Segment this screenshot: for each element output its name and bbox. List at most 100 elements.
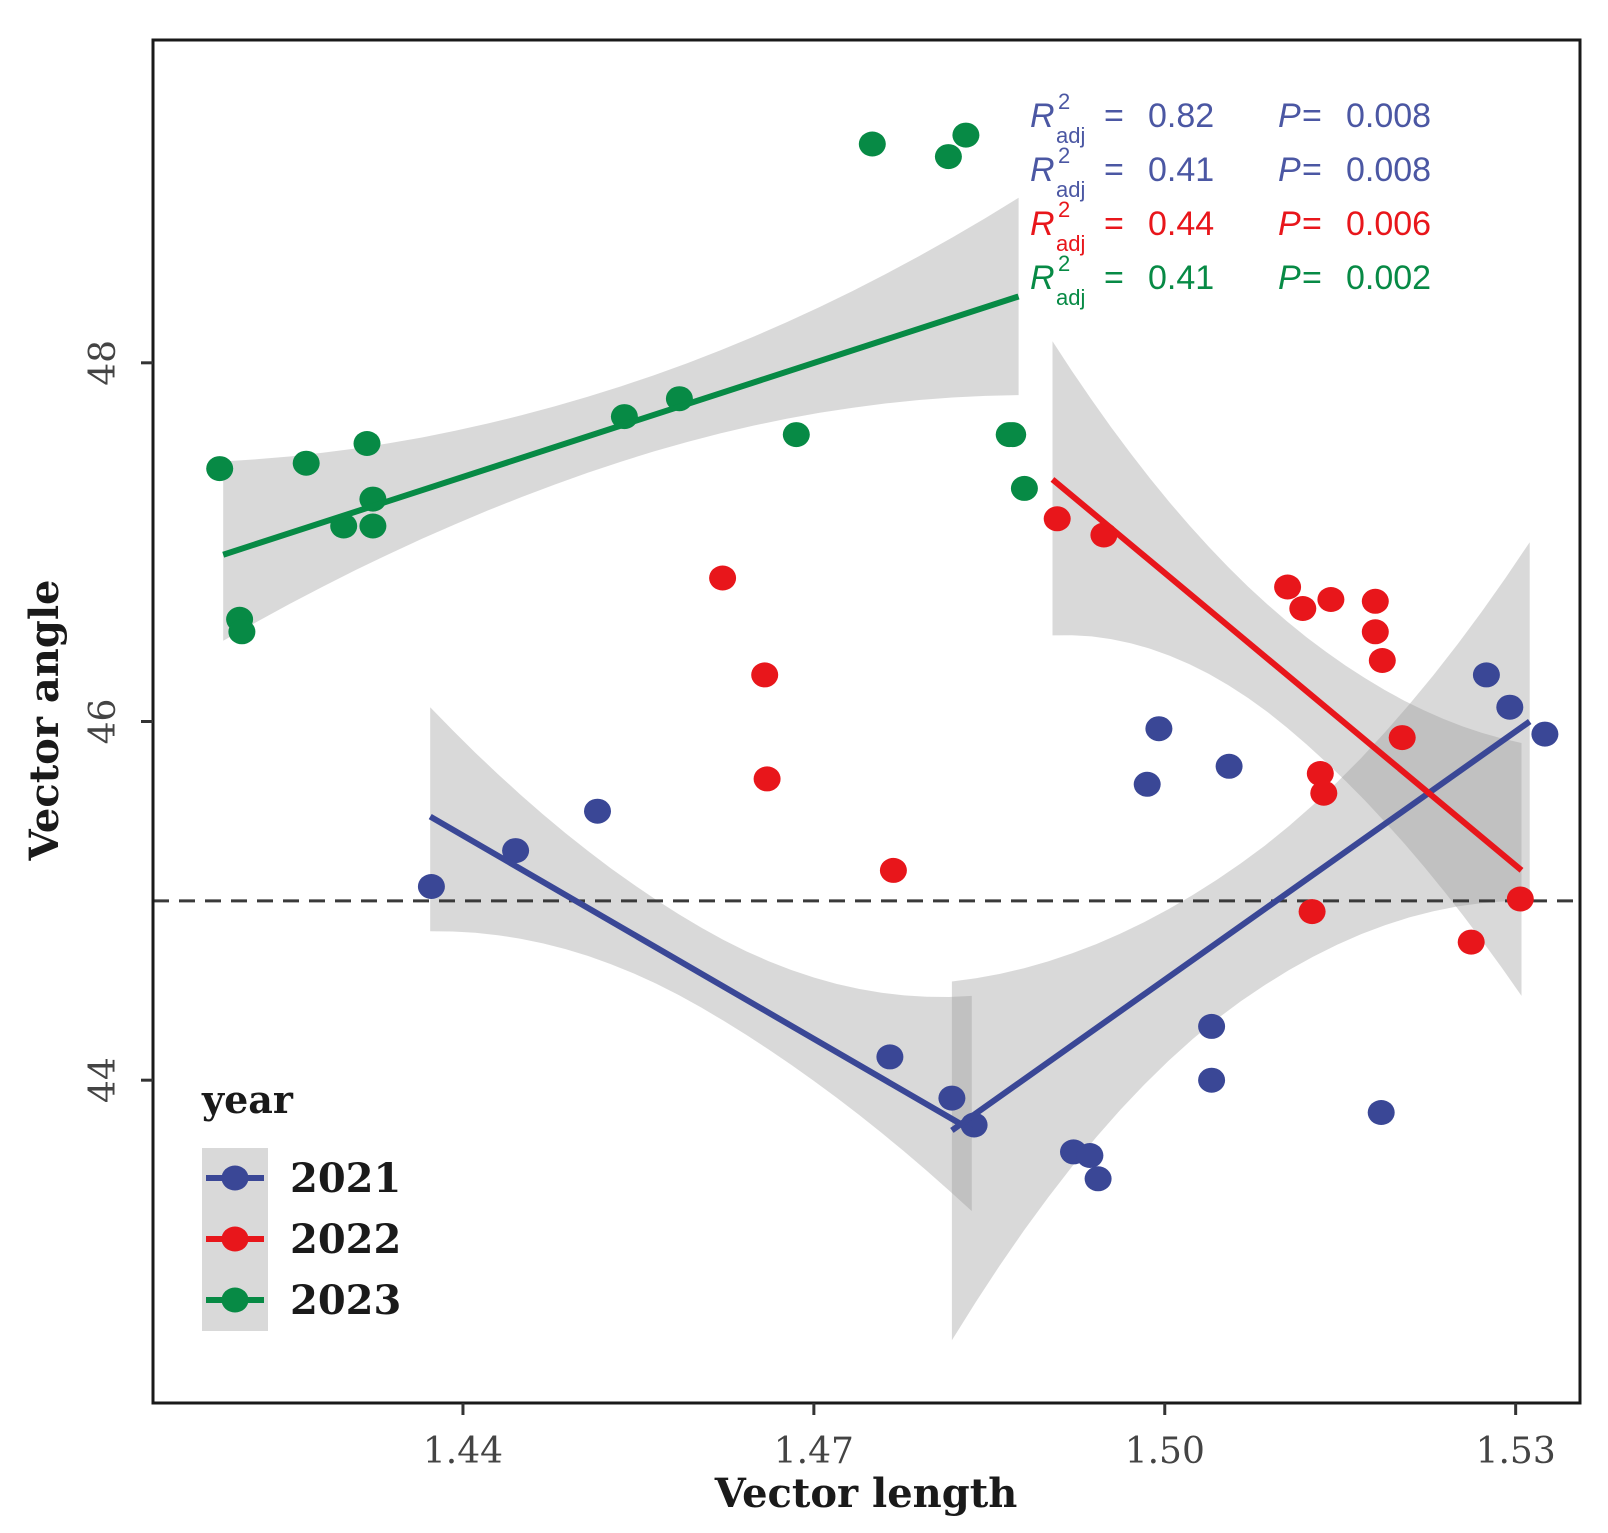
point-2021-13	[1198, 1067, 1226, 1093]
point-2022-14	[1361, 619, 1389, 645]
stat-annotation-1: R 2 adj = 0.82 P = 0.008	[1030, 89, 1431, 148]
stat-r-equals: =	[1104, 205, 1124, 243]
stat-r-superscript: 2	[1058, 197, 1070, 222]
point-2021-2	[502, 838, 530, 864]
y-axis-title: Vector angle	[21, 580, 68, 862]
point-2022-12	[1317, 587, 1345, 612]
regression-line-2022-1	[1050, 477, 1524, 873]
stat-r-superscript: 2	[1058, 143, 1070, 168]
point-2021-5	[938, 1085, 966, 1111]
legend-title: year	[201, 1077, 294, 1122]
point-2023-14	[952, 122, 980, 148]
confidence-band-2021-1	[430, 707, 972, 1212]
point-2022-8	[1289, 596, 1317, 621]
stat-p-value: 0.006	[1346, 205, 1431, 243]
stat-r-symbol: R	[1030, 97, 1055, 135]
stat-p-symbol: P	[1278, 151, 1301, 189]
stat-p-value: 0.008	[1346, 151, 1431, 189]
point-2021-16	[1472, 662, 1500, 688]
stat-r-subscript: adj	[1056, 285, 1085, 310]
point-2022-2	[751, 662, 779, 688]
point-2023-1	[206, 456, 234, 482]
point-2022-1	[709, 565, 737, 591]
point-2023-16	[999, 422, 1027, 448]
x-tick-label-1.44: 1.44	[423, 1431, 503, 1472]
point-2022-10	[1310, 780, 1338, 806]
stat-r2-value: 0.41	[1148, 259, 1214, 297]
x-tick-label-1.53: 1.53	[1476, 1431, 1556, 1472]
y-tick-label-44: 44	[83, 1057, 124, 1103]
point-2021-9	[1084, 1166, 1112, 1192]
point-2023-12	[858, 131, 886, 157]
stat-r-superscript: 2	[1058, 89, 1070, 114]
point-2021-8	[1076, 1143, 1104, 1168]
regression-line-2021-1	[428, 813, 974, 1133]
stat-annotation-3: R 2 adj = 0.44 P = 0.006	[1030, 197, 1431, 256]
stat-r-subscript: adj	[1056, 231, 1085, 256]
point-2023-13	[934, 144, 962, 170]
stat-r-superscript: 2	[1058, 251, 1070, 276]
legend-key-point-2021	[221, 1165, 249, 1191]
point-2021-15	[1367, 1100, 1395, 1125]
point-2022-11	[1298, 899, 1326, 925]
point-2022-3	[753, 766, 781, 792]
stat-r-subscript: adj	[1056, 123, 1085, 148]
legend-key-point-2022	[221, 1226, 249, 1252]
regression-line-2023-1	[222, 293, 1020, 558]
legend-label-2023: 2023	[290, 1277, 401, 1324]
point-2022-7	[1274, 574, 1302, 600]
stat-r2-value: 0.41	[1148, 151, 1214, 189]
point-2021-11	[1145, 716, 1173, 742]
stat-p-symbol: P	[1278, 97, 1301, 135]
x-axis-title: Vector length	[714, 1470, 1018, 1517]
confidence-band-2022-1	[1052, 341, 1522, 996]
stat-p-symbol: P	[1278, 259, 1301, 297]
stat-r-symbol: R	[1030, 205, 1055, 243]
point-2022-15	[1368, 648, 1396, 673]
point-2023-4	[292, 450, 320, 476]
point-2021-14	[1215, 753, 1243, 779]
x-tick-label-1.50: 1.50	[1125, 1431, 1205, 1472]
stat-p-value: 0.008	[1346, 97, 1431, 135]
stat-r2-value: 0.82	[1148, 97, 1214, 135]
legend-label-2021: 2021	[290, 1155, 401, 1202]
stat-r-symbol: R	[1030, 151, 1055, 189]
stat-p-value: 0.002	[1346, 259, 1431, 297]
stat-p-equals: =	[1302, 205, 1322, 243]
point-2022-4	[879, 857, 907, 883]
confidence-band-2021-2	[951, 542, 1530, 1341]
point-2023-8	[359, 513, 387, 539]
point-2022-9	[1306, 761, 1334, 786]
point-2023-6	[353, 431, 381, 456]
y-tick-label-46: 46	[83, 699, 124, 745]
stat-r-equals: =	[1104, 97, 1124, 135]
stat-r-symbol: R	[1030, 259, 1055, 297]
y-tick-label-48: 48	[83, 340, 124, 386]
stat-p-equals: =	[1302, 259, 1322, 297]
point-2021-17	[1496, 694, 1524, 720]
point-2022-13	[1361, 588, 1389, 614]
stat-annotation-2: R 2 adj = 0.41 P = 0.008	[1030, 143, 1431, 202]
stat-r-subscript: adj	[1056, 177, 1085, 202]
point-2021-18	[1531, 721, 1559, 747]
stat-p-equals: =	[1302, 97, 1322, 135]
stat-r-equals: =	[1104, 151, 1124, 189]
point-2021-12	[1198, 1013, 1226, 1039]
point-2022-16	[1388, 725, 1416, 751]
legend-label-2022: 2022	[290, 1216, 401, 1263]
point-2021-10	[1133, 771, 1161, 797]
point-2022-17	[1457, 929, 1485, 955]
point-2021-3	[584, 798, 611, 824]
point-2022-5	[1043, 506, 1071, 532]
stat-annotation-4: R 2 adj = 0.41 P = 0.002	[1030, 251, 1431, 310]
x-tick-label-1.47: 1.47	[774, 1431, 854, 1472]
point-2022-18	[1506, 886, 1534, 912]
legend-key-point-2023	[221, 1287, 249, 1313]
stat-p-symbol: P	[1278, 205, 1301, 243]
stat-r-equals: =	[1104, 259, 1124, 297]
regression-line-2021-2	[950, 719, 1532, 1133]
point-2021-1	[417, 874, 445, 899]
point-2023-17	[1010, 475, 1038, 501]
stat-p-equals: =	[1302, 151, 1322, 189]
